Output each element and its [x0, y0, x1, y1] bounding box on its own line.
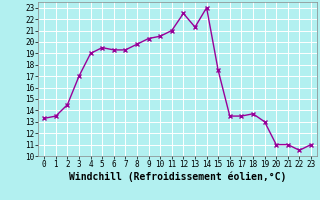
X-axis label: Windchill (Refroidissement éolien,°C): Windchill (Refroidissement éolien,°C) — [69, 172, 286, 182]
